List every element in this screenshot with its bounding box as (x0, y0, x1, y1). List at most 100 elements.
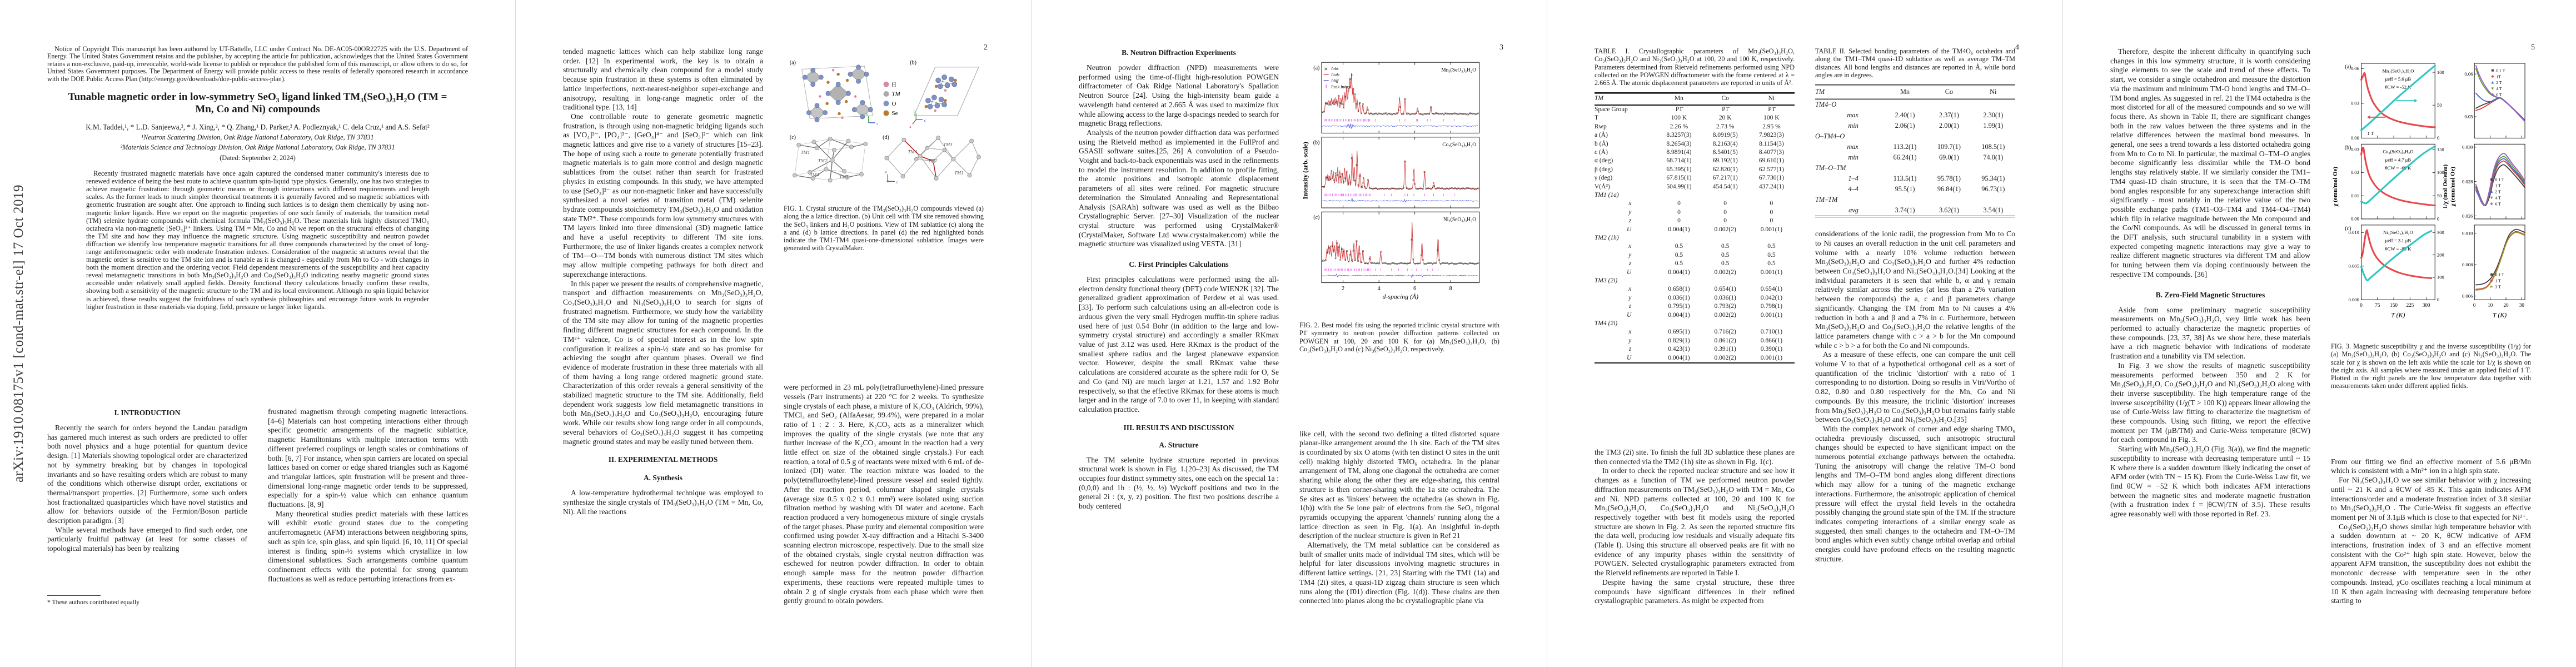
oxygen-atoms (802, 64, 873, 122)
svg-text:6: 6 (1413, 286, 1416, 292)
svg-text:0.06: 0.06 (2464, 71, 2473, 77)
author-list: K.M. Taddei,¹, * L.D. Sanjeewa,², * J. X… (86, 123, 430, 132)
svg-text:3 T: 3 T (2495, 284, 2501, 289)
svg-text:0.00: 0.00 (2351, 216, 2359, 222)
svg-text:4 T: 4 T (2495, 195, 2501, 200)
svg-text:TM2: TM2 (818, 158, 828, 163)
page-number: 2 (984, 43, 988, 52)
subsection-zero-field: B. Zero-Field Magnetic Structures (2155, 290, 2265, 299)
page4-col-right: TABLE II. Selected bonding parameters of… (1815, 47, 2015, 606)
page-4: 4 TABLE I. Crystallographic parameters o… (1547, 0, 2062, 667)
svg-text:θCW = -85 K: θCW = -85 K (2385, 246, 2411, 251)
svg-text:50: 50 (2437, 102, 2442, 108)
date-line: (Dated: September 2, 2024) (220, 154, 296, 162)
subsection-neutron-diffraction: B. Neutron Diffraction Experiments (1122, 48, 1236, 57)
body-paragraph: In this paper we present the results of … (563, 279, 763, 446)
body-paragraph: Starting with Mn₃(SeO₃)₃H₂O (Fig. 3(a)),… (2110, 445, 2310, 519)
svg-text:1 T: 1 T (2495, 278, 2501, 283)
svg-text:75: 75 (2375, 302, 2380, 308)
svg-text:1 T: 1 T (2367, 131, 2374, 136)
svg-text:2 T: 2 T (2496, 80, 2502, 85)
body-paragraph: In order to check the reported nuclear s… (1595, 466, 1795, 578)
arxiv-watermark: arXiv:1910.08175v1 [cond-mat.str-el] 17 … (11, 185, 26, 482)
svg-text:0.010: 0.010 (2349, 230, 2359, 235)
svg-text:c: c (876, 121, 878, 126)
svg-text:0.01: 0.01 (2351, 193, 2359, 198)
svg-text:0.010: 0.010 (2462, 230, 2473, 236)
crystal-structure-figure: (a) (790, 59, 981, 185)
table-1: TM Mn Co Ni Space Group P1̄ P1̄ P1̄ T 100 K 20 K 10… (1595, 91, 1795, 365)
legend-o: O (892, 101, 896, 107)
svg-text:Ni₃(SeO₃)₃H₂O: Ni₃(SeO₃)₃H₂O (2383, 230, 2413, 235)
svg-text:10: 10 (2488, 302, 2493, 308)
fig2-ylabel: Intensity (arb. scale) (1302, 142, 1309, 199)
body-paragraph: Recently the search for orders beyond th… (47, 424, 247, 525)
figure-1: (a) (784, 47, 984, 252)
page-2: 2 tended magnetic lattices which can hel… (515, 0, 1031, 667)
svg-text:0.05: 0.05 (2464, 114, 2473, 120)
svg-text:100: 100 (2437, 275, 2444, 280)
copyright-notice: Notice of Copyright This manuscript has … (47, 45, 468, 83)
figure-1-legend: H TM O Se (883, 81, 901, 117)
body-paragraph: For Ni₃(SeO₃)₃H₂O we see similar behavio… (2331, 476, 2531, 521)
page2-col-left: tended magnetic lattices which can help … (563, 47, 763, 606)
table-2-caption: TABLE II. Selected bonding parameters of… (1815, 47, 2015, 79)
page3-col-left: B. Neutron Diffraction Experiments Neutr… (1079, 47, 1279, 606)
body-paragraph: While several methods have emerged to fi… (47, 525, 247, 553)
svg-text:0.008: 0.008 (2462, 262, 2473, 267)
page1-col-right: frustrated magnetism through competing m… (268, 407, 468, 606)
svg-text:0: 0 (2360, 302, 2363, 308)
svg-text:0.1 T: 0.1 T (2495, 177, 2504, 182)
body-paragraph: tended magnetic lattices which can help … (563, 47, 763, 112)
body-paragraph: Despite having the same crystal structur… (1595, 578, 1795, 605)
svg-text:c: c (924, 118, 926, 123)
svg-text:20: 20 (2503, 302, 2509, 308)
body-paragraph: From our fitting we find an effective mo… (2331, 457, 2531, 475)
svg-text:μeff = 5.6 μB: μeff = 5.6 μB (2385, 76, 2411, 82)
subsection-first-principles: C. First Principles Calculations (1129, 260, 1229, 269)
svg-text:225: 225 (2406, 302, 2414, 308)
svg-text:50: 50 (2437, 193, 2442, 198)
svg-text:Co₃(SeO₃)₃H₂O: Co₃(SeO₃)₃H₂O (2383, 149, 2413, 155)
svg-text:0.03: 0.03 (2351, 147, 2359, 152)
svg-text:TM1: TM1 (954, 170, 963, 176)
hydrogen-atoms (819, 69, 857, 119)
axis-triad-a: b c (866, 112, 878, 126)
legend-tm: TM (892, 91, 901, 98)
footnote: * These authors contributed equally (47, 599, 139, 606)
svg-text:1T: 1T (2496, 74, 2501, 79)
svg-text:b: b (866, 112, 868, 117)
affiliation-1: ¹Neutron Scattering Division, Oak Ridge … (141, 133, 374, 142)
diffraction-figure: Intensity (arb. scale) (a) (b) (c) Mn₃(S… (1302, 62, 1480, 301)
svg-text:μeff = 4.7 μB: μeff = 4.7 μB (2385, 157, 2411, 162)
page5-col-right: χ (emu/mol Oe) 1/χ (mol Oe/emu) χ (emu/m… (2331, 47, 2531, 606)
svg-text:0: 0 (2437, 135, 2439, 141)
svg-text:30: 30 (2519, 302, 2525, 308)
fig2-xlabel: d-spacing (Å) (1383, 293, 1419, 301)
fig3-panel-b: (b) (2345, 145, 2351, 151)
table-2: TM Mn Co Ni TM4–O max 2.40(1) 2.37(1) 2.30(1) min… (1815, 83, 2015, 218)
svg-text:Iobs: Iobs (1331, 66, 1338, 71)
body-paragraph: Alternatively, the TM metal sublattice c… (1299, 541, 1499, 605)
fig2-panel-b: (b) (1313, 140, 1320, 146)
svg-text:4: 4 (1378, 286, 1381, 292)
body-paragraph: Neutron powder diffraction (NPD) measure… (1079, 63, 1279, 128)
abstract: Recently frustrated magnetic materials h… (86, 170, 429, 311)
fig3-xlabel-main: T (K) (2391, 311, 2405, 318)
body-paragraph: Co₃(SeO₃)₃H₂O shows similar high tempera… (2331, 522, 2531, 605)
footnote-rule (47, 595, 101, 596)
selenium-atoms (825, 72, 849, 116)
figure-1-caption: FIG. 1. Crystal structure of the TM₃(SeO… (784, 205, 984, 252)
svg-text:300: 300 (2437, 230, 2444, 235)
body-paragraph: One controllable route to generate geome… (563, 112, 763, 278)
page-1: arXiv:1910.08175v1 [cond-mat.str-el] 17 … (0, 0, 515, 667)
svg-text:4 T: 4 T (2496, 86, 2502, 91)
fig3-panel-c: (c) (2345, 226, 2351, 232)
body-paragraph: In Fig. 3 we show the results of magneti… (2110, 361, 2310, 444)
svg-text:6 T: 6 T (2495, 201, 2501, 206)
svg-text:TM3: TM3 (943, 142, 953, 147)
svg-text:θCW = -60 K: θCW = -60 K (2385, 165, 2411, 171)
svg-text:0.02: 0.02 (2351, 170, 2359, 175)
panel-label-c: (c) (790, 135, 796, 141)
page-number: 4 (2015, 43, 2019, 52)
